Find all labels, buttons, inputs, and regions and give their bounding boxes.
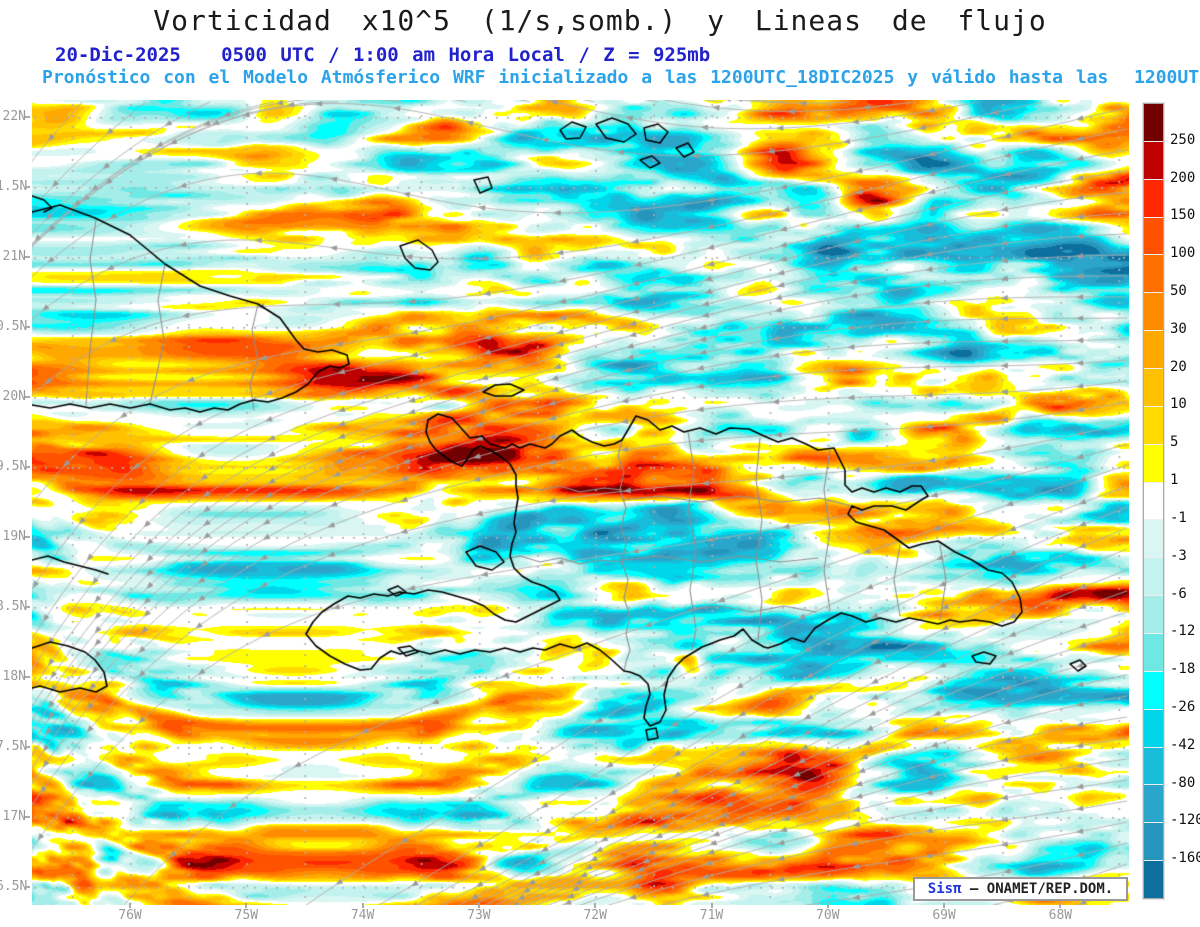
y-axis-tick xyxy=(25,606,30,608)
y-axis-tick xyxy=(25,326,30,328)
colorbar-segment xyxy=(1144,747,1163,786)
x-axis-label: 74W xyxy=(350,908,375,923)
y-axis-label: 21N xyxy=(2,249,26,264)
colorbar-label: -3 xyxy=(1170,547,1187,564)
y-axis-tick xyxy=(25,536,30,538)
x-axis-label: 75W xyxy=(234,908,259,923)
y-axis-label: 6.5N xyxy=(0,879,28,894)
y-axis-label: 9.5N xyxy=(0,459,28,474)
vorticity-streamline-map-canvas xyxy=(32,100,1129,905)
x-axis-label: 71W xyxy=(699,908,724,923)
colorbar-label: -42 xyxy=(1170,736,1196,753)
colorbar-label: 50 xyxy=(1170,283,1187,300)
colorbar-label: -120 xyxy=(1170,812,1200,829)
x-axis-tick xyxy=(826,903,829,908)
x-axis-tick xyxy=(361,903,364,908)
colorbar-label: 20 xyxy=(1170,358,1187,375)
y-axis-tick xyxy=(25,396,30,398)
colorbar-segment xyxy=(1144,104,1163,142)
page-title: Vorticidad x10^5 (1/s,somb.) y Lineas de… xyxy=(153,4,1047,37)
y-axis-tick xyxy=(25,116,30,118)
colorbar-segment xyxy=(1144,482,1163,521)
colorbar-label: 100 xyxy=(1170,245,1196,262)
colorbar-segment xyxy=(1144,406,1163,445)
colorbar-segment xyxy=(1144,255,1163,294)
y-axis-tick xyxy=(25,746,30,748)
y-axis-label: 8.5N xyxy=(0,599,28,614)
y-axis-tick xyxy=(25,886,30,888)
x-axis-tick xyxy=(710,903,713,908)
y-axis-label: 0.5N xyxy=(0,319,28,334)
y-axis-tick xyxy=(25,466,30,468)
colorbar-segment xyxy=(1144,331,1163,370)
y-axis-label: 18N xyxy=(2,669,26,684)
colorbar-segment xyxy=(1144,671,1163,710)
watermark-box: Sisπ — ONAMET/REP.DOM. xyxy=(913,877,1128,901)
x-axis-tick xyxy=(129,903,131,908)
y-axis-tick xyxy=(25,816,30,818)
x-axis-tick xyxy=(477,903,480,908)
colorbar-label: 200 xyxy=(1170,169,1196,186)
x-axis-label: 73W xyxy=(467,908,491,923)
y-axis-label: 17N xyxy=(2,809,26,824)
colorbar-segment xyxy=(1144,444,1163,483)
colorbar-label: 10 xyxy=(1170,396,1187,413)
colorbar-segment xyxy=(1144,520,1163,559)
colorbar-label: -18 xyxy=(1170,661,1196,678)
subtitle-model-info: Pronóstico con el Modelo Atmósferico WRF… xyxy=(42,67,1200,88)
y-axis-tick xyxy=(25,676,30,678)
colorbar-label: 5 xyxy=(1170,434,1179,451)
colorbar-segment xyxy=(1144,596,1163,635)
y-axis-label: 20N xyxy=(2,389,26,404)
y-axis-label: 19N xyxy=(2,529,26,544)
colorbar-label: 30 xyxy=(1170,320,1187,337)
colorbar-label: -26 xyxy=(1170,698,1196,715)
x-axis-label: 68W xyxy=(1048,908,1073,923)
colorbar-label: -6 xyxy=(1170,585,1187,602)
x-axis-label: 76W xyxy=(118,908,142,923)
x-axis-label: 72W xyxy=(583,908,607,923)
y-axis-tick xyxy=(25,256,30,258)
colorbar-label: -1 xyxy=(1170,509,1187,526)
x-axis-label: 70W xyxy=(816,908,840,923)
watermark-text xyxy=(961,881,969,897)
y-axis-tick xyxy=(25,186,30,188)
colorbar-segment xyxy=(1144,823,1163,862)
subtitle-datetime: 20-Dic-2025 0500 UTC / 1:00 am Hora Loca… xyxy=(55,44,711,66)
colorbar-segment xyxy=(1144,293,1163,332)
colorbar-segment xyxy=(1144,709,1163,748)
colorbar-label: -80 xyxy=(1170,774,1196,791)
watermark-brand: Sisπ xyxy=(927,881,962,897)
y-axis-label: 7.5N xyxy=(0,739,28,754)
x-axis-tick xyxy=(1059,903,1062,908)
colorbar-segment xyxy=(1144,558,1163,597)
y-axis-label: 22N xyxy=(2,109,26,124)
x-axis-tick xyxy=(594,903,597,908)
colorbar-label: 1 xyxy=(1170,472,1179,489)
colorbar-segment xyxy=(1144,861,1163,899)
x-axis-tick xyxy=(245,903,248,908)
colorbar-segment xyxy=(1144,217,1163,256)
colorbar-label: -160 xyxy=(1170,850,1200,867)
vorticity-colorbar xyxy=(1142,102,1165,900)
colorbar-segment xyxy=(1144,634,1163,672)
y-axis-label: 1.5N xyxy=(0,179,28,194)
colorbar-segment xyxy=(1144,179,1163,218)
colorbar-label: -12 xyxy=(1170,623,1196,640)
watermark-org: — ONAMET/REP.DOM. xyxy=(969,881,1114,897)
x-axis-tick xyxy=(943,903,946,908)
colorbar-label: 250 xyxy=(1170,131,1196,148)
colorbar-segment xyxy=(1144,141,1163,180)
colorbar-segment xyxy=(1144,785,1163,824)
x-axis-label: 69W xyxy=(932,908,956,923)
colorbar-segment xyxy=(1144,369,1163,407)
colorbar-label: 150 xyxy=(1170,207,1196,224)
